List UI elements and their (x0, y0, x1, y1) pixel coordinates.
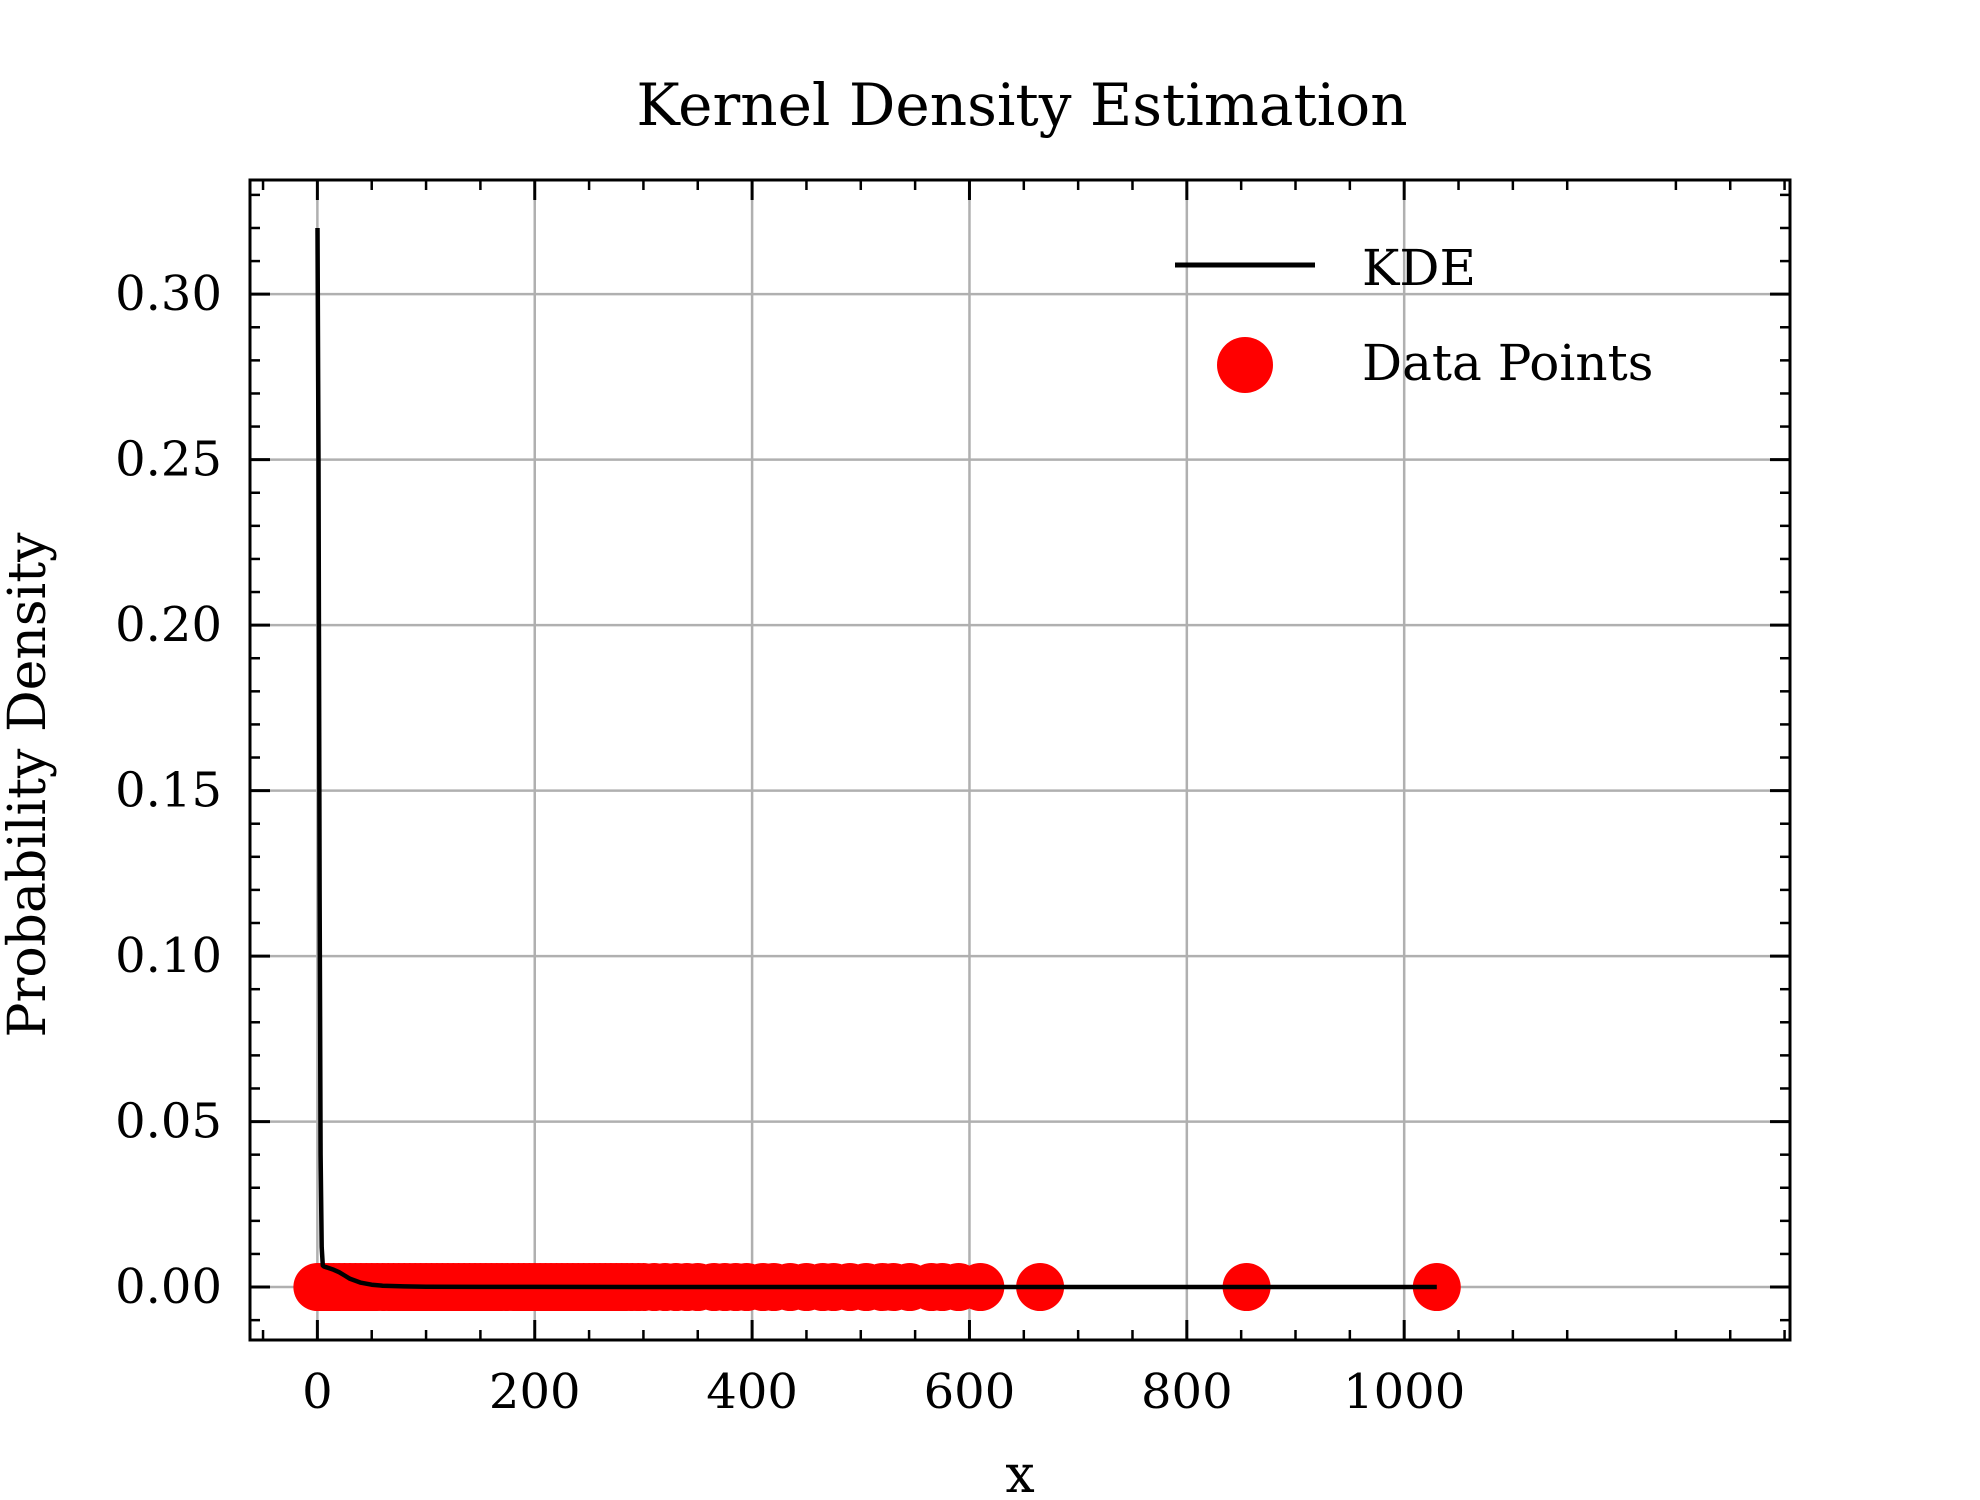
chart-title: Kernel Density Estimation (636, 71, 1407, 139)
x-tick-label: 0 (302, 1364, 333, 1420)
tick-labels: 0 200 400 600 800 1000 0.00 0.05 0.10 0.15 0.20 0.2… (115, 266, 1465, 1420)
y-tick-label: 0.30 (115, 266, 222, 322)
kde-line (315, 227, 1437, 1290)
plot-area (293, 227, 1461, 1312)
legend: KDE Data Points (1175, 239, 1653, 393)
x-tick-label: 800 (1141, 1364, 1233, 1420)
y-tick-label: 0.00 (115, 1259, 222, 1315)
y-tick-label: 0.20 (115, 597, 222, 653)
x-tick-label: 200 (489, 1364, 581, 1420)
y-tick-label: 0.15 (115, 763, 222, 819)
legend-points-swatch (1217, 337, 1273, 393)
x-tick-label: 600 (924, 1364, 1016, 1420)
y-tick-label: 0.10 (115, 928, 222, 984)
grid-lines (250, 180, 1790, 1340)
x-tick-label: 400 (706, 1364, 798, 1420)
x-axis-label: x (1005, 1445, 1034, 1500)
legend-kde-label: KDE (1362, 239, 1476, 297)
legend-points-label: Data Points (1362, 334, 1653, 392)
x-tick-label: 1000 (1343, 1364, 1465, 1420)
y-tick-label: 0.05 (115, 1094, 222, 1150)
y-axis-label: Probability Density (0, 532, 58, 1038)
plot-frame (248, 178, 1792, 1342)
axis-ticks (250, 180, 1790, 1340)
y-tick-label: 0.25 (115, 432, 222, 488)
